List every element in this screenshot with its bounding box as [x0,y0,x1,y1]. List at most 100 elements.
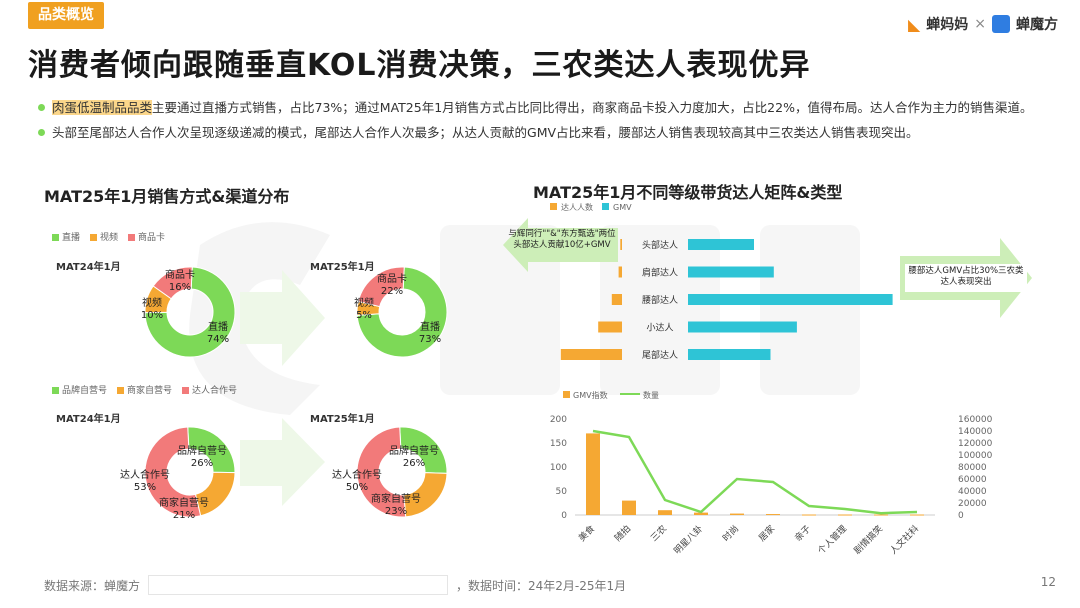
y2-tick-label: 20000 [958,499,987,509]
bar-gmv-index [874,514,888,516]
x-tick-label: 居家 [756,523,777,544]
footer-time: ，数据时间：24年2月-25年1月 [456,578,627,593]
slice-value-label: 26% [403,458,425,469]
bullet-text: 主要通过直播方式销售，占比73%；通过MAT25年1月销售方式占比同比得出，商家… [152,100,1033,115]
left-annotation: 与辉同行""&"东方甄选"两位头部达人贡献10亿+GMV [508,229,616,250]
footer: 数据来源：蝉魔方 ，数据时间：24年2月-25年1月 [44,575,626,595]
slice-value-label: 10% [141,310,163,321]
pie-slice [356,266,448,358]
category-label: 小达人 [646,322,673,334]
slice-value-label: 26% [191,458,213,469]
line-quantity [592,429,918,515]
bar-gmv-index [910,514,924,516]
bar-talent-count [560,349,622,360]
pie-slice [144,266,236,358]
arrow-shape [503,218,618,272]
bar-gmv-index [766,514,780,516]
bar-gmv [688,239,754,250]
x-tick-label: 个人管理 [815,523,849,557]
y2-tick-label: 120000 [958,439,993,449]
legend-item: 品牌自营号 [52,383,107,396]
slice-value-label: 74% [207,334,229,345]
pie-slice [144,426,202,518]
donut-period-label: MAT25年1月 [310,262,375,273]
left-section-title: MAT25年1月销售方式&渠道分布 [44,187,290,206]
annotation-box [905,264,1027,292]
slice-value-label: 16% [169,282,191,293]
y-tick-label: 50 [556,487,568,497]
bar-gmv [688,294,893,305]
pie-slice [356,426,407,518]
bullet-item: 头部至尾部达人合作人次呈现逐级递减的模式，尾部达人合作人次最多；从达人贡献的GM… [38,120,1048,145]
slice-label: 商品卡 [377,272,407,285]
slice-label: 商品卡 [165,268,195,281]
bar-gmv-index [622,500,636,515]
legend-item: 达人合作号 [182,383,237,396]
x-tick-label: 剧情搞笑 [851,523,885,557]
right-annotation: 腰部达人GMV占比30%三农类达人表现突出 [908,266,1024,287]
bullet-dot-icon [38,104,45,111]
page-number: 12 [1040,575,1056,589]
y-tick-label: 100 [550,463,567,473]
legend-label: 数量 [643,390,659,400]
brand-logos: ◣ 蝉妈妈 × 蝉魔方 [908,14,1058,34]
legend-channel: 品牌自营号 商家自营号 达人合作号 [52,383,237,396]
pie-slice [357,266,405,308]
donut-period-label: MAT24年1月 [56,414,121,425]
x-tick-label: 随拍 [612,523,633,544]
footer-redacted [148,575,449,595]
y2-tick-label: 80000 [958,463,987,473]
slice-label: 视频 [142,296,162,309]
bar-talent-count [618,266,622,278]
bar-gmv-index [730,513,744,515]
legend-label: 达人人数 [561,202,593,212]
footer-source: 数据来源：蝉魔方 [44,578,141,593]
bar-gmv [688,266,774,278]
slice-label: 品牌自营号 [389,444,439,457]
legend-label: GMV指数 [573,390,608,400]
slice-label: 直播 [420,320,440,333]
legend-item: 商品卡 [128,230,165,243]
bar-gmv-index [694,512,708,515]
slice-label: 商家自营号 [371,492,421,505]
legend-item: 直播 [52,230,80,243]
logo-separator: × [974,16,986,32]
bar-gmv [688,321,797,333]
slice-value-label: 50% [346,482,368,493]
bar-gmv-index [586,433,600,515]
y2-tick-label: 140000 [958,427,993,437]
slice-value-label: 22% [381,286,403,297]
bar-talent-count [611,294,622,305]
bullet-text: 头部至尾部达人合作人次呈现逐级递减的模式，尾部达人合作人次最多；从达人贡献的GM… [52,125,919,140]
x-tick-label: 时尚 [720,523,741,544]
slice-value-label: 53% [134,482,156,493]
legend-swatch [602,203,609,210]
x-tick-label: 三农 [648,523,669,544]
legend-swatch [550,203,557,210]
y2-tick-label: 0 [958,511,964,521]
slice-label: 达人合作号 [332,468,382,481]
slice-value-label: 5% [356,310,372,321]
bar-gmv [688,349,771,360]
category-label: 肩部达人 [642,267,678,279]
donut-charts: 直播74%视频10%商品卡16%直播73%视频5%商品卡22%品牌自营号26%商… [120,266,448,521]
legend-sales-method: 直播 视频 商品卡 [52,230,165,243]
bar-gmv-index [838,514,852,516]
arrow-shape [240,270,325,366]
category-label: 尾部达人 [642,349,678,361]
slice-label: 商家自营号 [159,496,209,509]
y-tick-label: 150 [550,439,567,449]
x-tick-label: 明星八卦 [671,523,705,557]
legend-item: 视频 [90,230,118,243]
slice-label: 达人合作号 [120,468,170,481]
logo-secondary: 蝉魔方 [1016,17,1058,33]
x-tick-label: 亲子 [792,523,813,544]
bullet-item: 肉蛋低温制品品类主要通过直播方式销售，占比73%；通过MAT25年1月销售方式占… [38,95,1048,120]
category-label: 头部达人 [642,239,678,251]
chanmama-logo-icon: ◣ [907,14,921,34]
y-tick-label: 200 [550,415,567,425]
donut-period-label: MAT24年1月 [56,262,121,273]
slice-label: 品牌自营号 [177,444,227,457]
